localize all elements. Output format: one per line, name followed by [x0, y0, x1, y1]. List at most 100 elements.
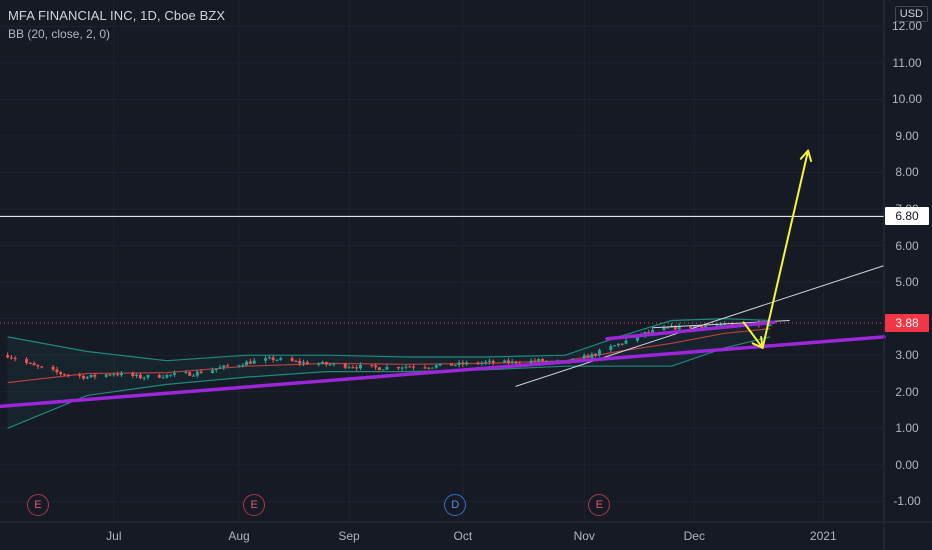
candle-body	[377, 367, 381, 371]
candle-body	[28, 362, 32, 364]
level-price-tag: 6.80	[885, 207, 929, 226]
candle-body	[351, 367, 355, 369]
earnings-marker[interactable]: E	[588, 494, 611, 516]
candle-body	[533, 360, 537, 362]
candle-body	[431, 367, 435, 369]
candle-body	[169, 374, 173, 376]
candle-body	[692, 325, 696, 328]
dividend-marker[interactable]: D	[444, 494, 467, 516]
candle-body	[476, 362, 480, 364]
candle-body	[290, 358, 294, 361]
candle-body	[161, 377, 165, 379]
candle-body	[438, 363, 442, 366]
candle-body	[131, 372, 135, 377]
candle-body	[78, 374, 82, 376]
candle-body	[275, 359, 279, 361]
x-tick-label: Aug	[228, 529, 250, 543]
candle-body	[616, 343, 620, 346]
arrow-head-up	[799, 149, 813, 163]
candle-body	[544, 360, 548, 362]
y-tick-label: 12.00	[891, 19, 923, 34]
candle-body	[662, 327, 666, 331]
candle-body	[36, 365, 40, 367]
candle-body	[609, 346, 613, 351]
candle-body	[400, 367, 404, 369]
candle-body	[730, 323, 734, 325]
candle-body	[484, 361, 488, 363]
candle-body	[226, 365, 230, 367]
candle-body	[89, 374, 93, 378]
candle-body	[302, 362, 306, 364]
earnings-marker[interactable]: E	[26, 494, 49, 516]
candle-body	[237, 365, 241, 367]
candle-body	[385, 367, 389, 370]
candle-body	[184, 372, 188, 374]
candle-body	[597, 350, 601, 356]
candle-body	[358, 364, 362, 369]
candle-body	[480, 362, 484, 364]
candle-body	[59, 372, 63, 375]
candle-body	[689, 325, 693, 328]
candle-body	[613, 345, 617, 347]
candle-body	[9, 357, 13, 359]
candle-body	[173, 373, 177, 375]
candle-body	[218, 367, 222, 369]
candle-body	[594, 353, 598, 356]
candle-body	[25, 359, 29, 363]
earnings-marker[interactable]: E	[243, 494, 266, 516]
indicator-legend[interactable]: BB (20, close, 2, 0)	[8, 27, 111, 41]
candle-body	[142, 377, 146, 379]
candle-body	[374, 365, 378, 368]
candle-body	[267, 357, 271, 359]
candle-body	[6, 355, 10, 358]
candle-body	[222, 365, 226, 368]
candle-body	[108, 374, 112, 376]
candle-body	[62, 374, 66, 376]
candle-body	[51, 366, 55, 370]
candle-body	[541, 359, 545, 362]
chart-grid	[0, 0, 884, 522]
bb-upper-line	[7, 317, 771, 362]
y-tick-label: 11.00	[892, 55, 922, 70]
candle-body	[146, 374, 150, 378]
white-trendline	[515, 265, 885, 387]
candle-body	[135, 374, 139, 377]
y-tick-label: 2.00	[895, 384, 919, 399]
y-tick-label: 9.00	[895, 128, 919, 143]
candle-body	[461, 362, 465, 365]
candle-body	[241, 365, 245, 367]
candle-body	[298, 360, 302, 364]
candle-body	[81, 375, 85, 379]
candle-body	[191, 375, 195, 377]
candle-body	[320, 362, 324, 364]
y-tick-label: 6.00	[895, 238, 919, 253]
candle-body	[651, 330, 655, 333]
candle-body	[157, 374, 161, 378]
candle-body	[620, 343, 624, 345]
candle-body	[719, 324, 723, 326]
candle-body	[677, 325, 681, 330]
candle-body	[210, 370, 214, 374]
drawings	[0, 149, 886, 409]
candle-body	[13, 358, 17, 360]
candle-body	[355, 367, 359, 369]
candle-body	[514, 361, 518, 364]
candle-body	[586, 355, 590, 358]
currency-button[interactable]: USD	[894, 6, 928, 22]
arrow-head-down	[751, 336, 764, 349]
candle-body	[673, 325, 677, 330]
x-tick-label: Sep	[338, 529, 360, 543]
candle-body	[119, 372, 123, 376]
purple-trendline	[0, 335, 886, 409]
bb-basis-line	[7, 328, 771, 384]
last-price-tag: 3.88	[885, 314, 929, 333]
candle-body	[582, 355, 586, 359]
candle-body	[408, 366, 412, 368]
y-tick-label: 8.00	[895, 165, 919, 180]
candle-body	[635, 334, 639, 341]
candle-body	[503, 360, 507, 363]
candle-body	[112, 374, 116, 376]
candle-body	[506, 360, 510, 364]
x-tick-label: 2021	[809, 529, 837, 543]
